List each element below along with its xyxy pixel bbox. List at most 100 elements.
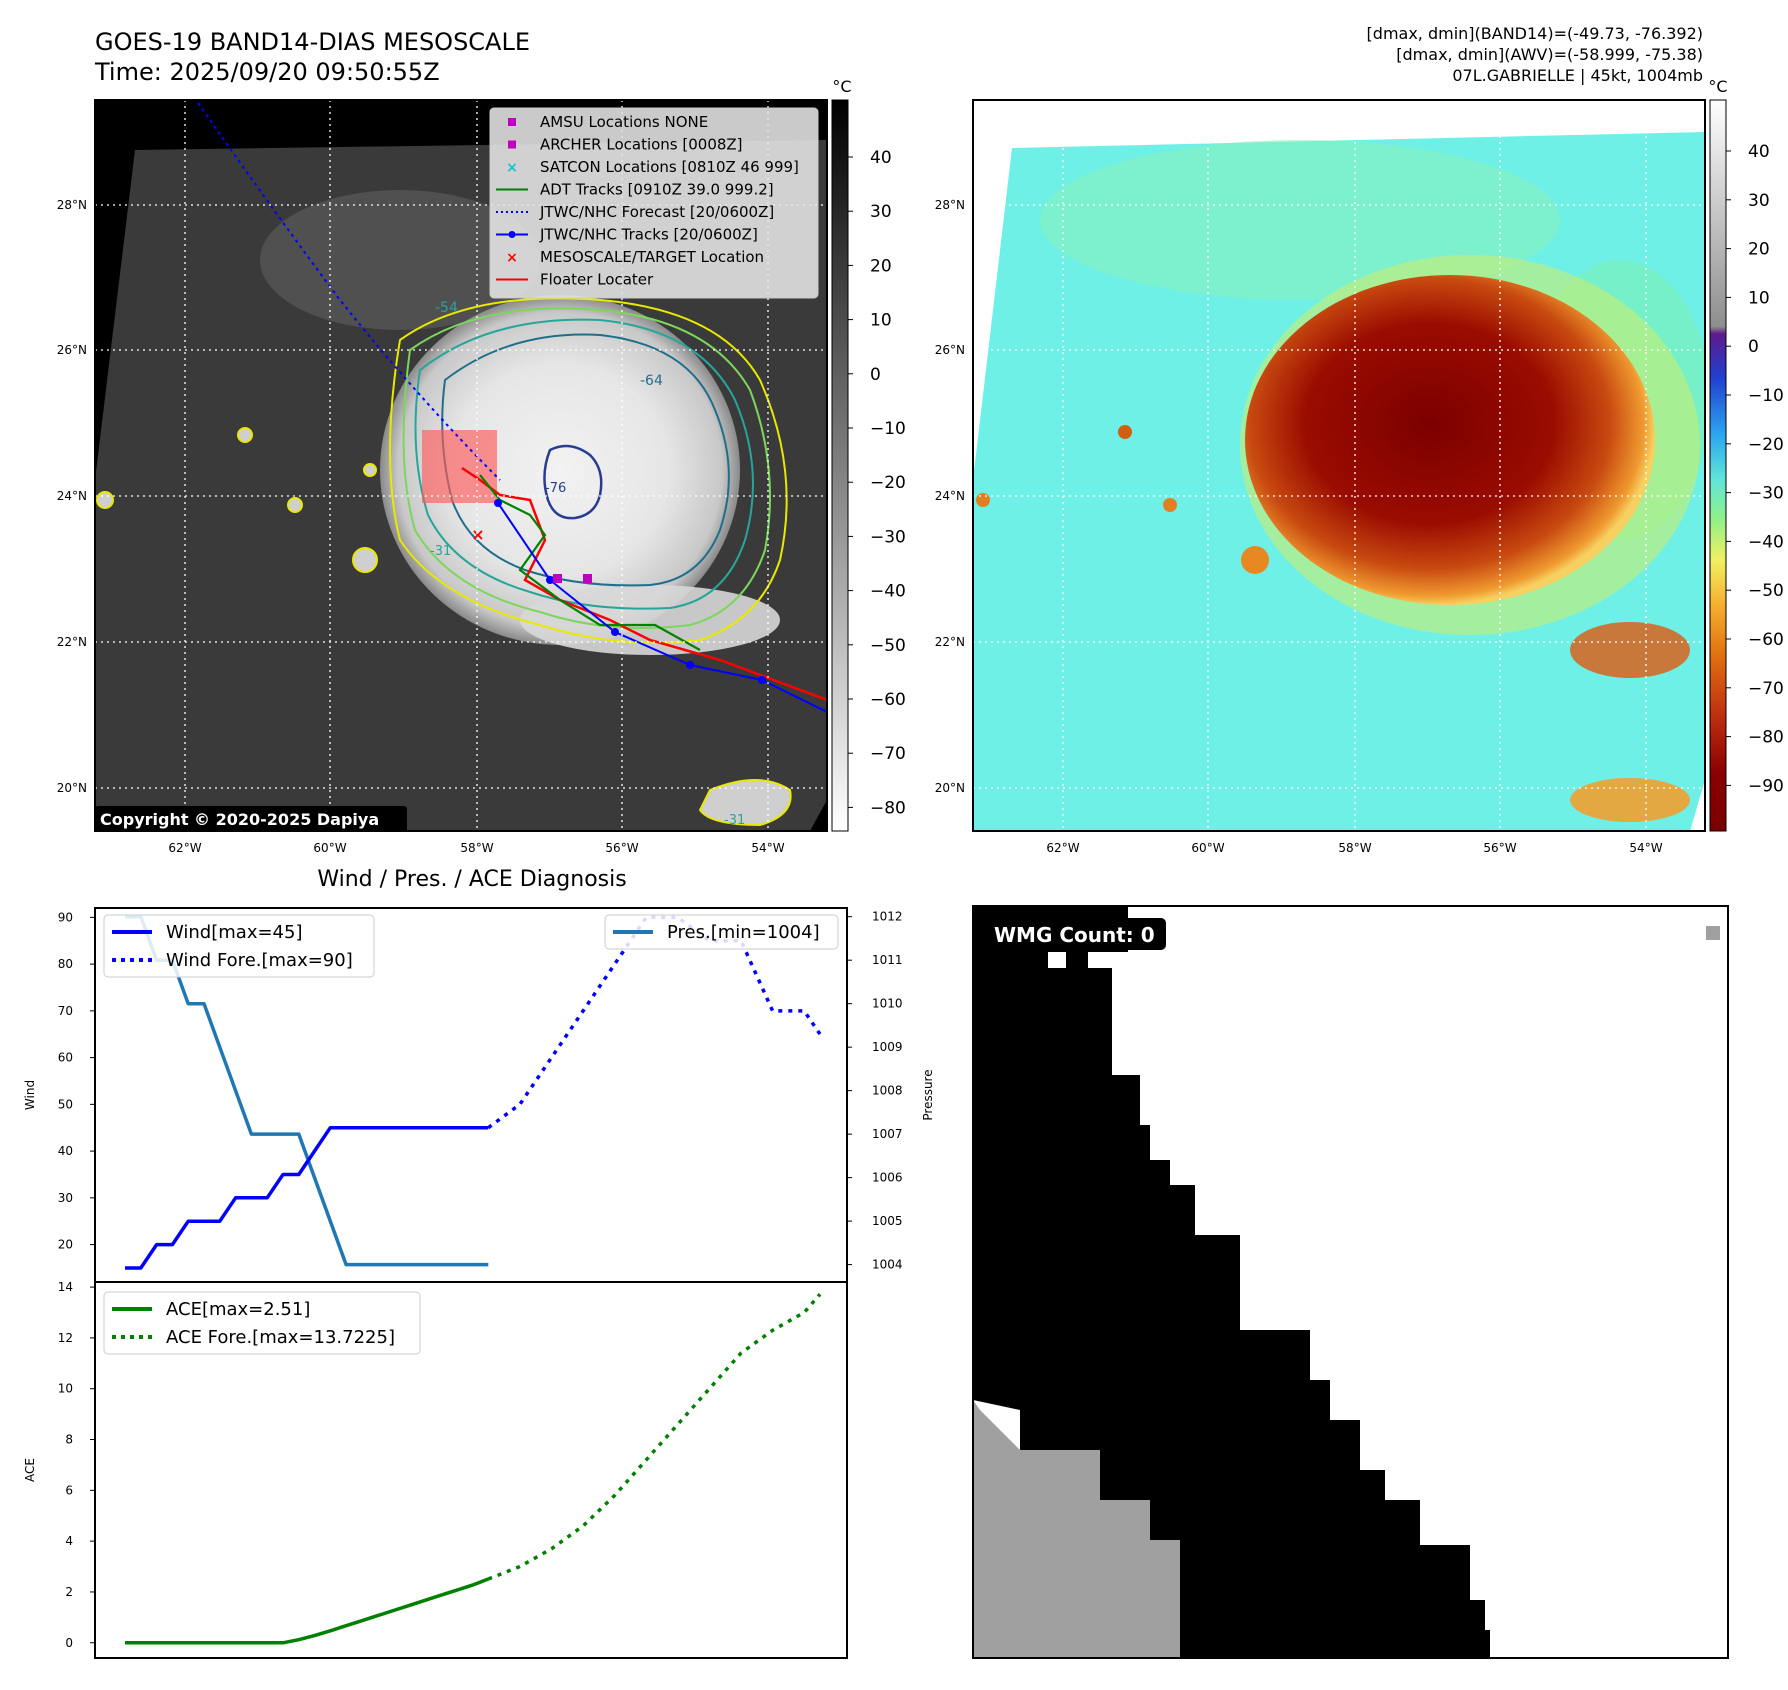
map-legend: AMSU Locations NONE ARCHER Locations [000… [489, 107, 819, 299]
contour-green [402, 307, 771, 630]
y-tick-label-right: 1005 [872, 1214, 903, 1228]
copyright-box [95, 806, 407, 832]
y-tick-label-right: 1006 [872, 1171, 903, 1185]
wind-legend-right: Pres.[min=1004] [604, 914, 839, 950]
lon-label: 60°W [313, 841, 346, 855]
lat-label: 26°N [57, 343, 87, 357]
wmg-panel-frame [972, 905, 1729, 1659]
legend-label: ARCHER Locations [0008Z] [540, 136, 743, 154]
wind-legend-box [103, 914, 375, 978]
convective-cell [363, 463, 377, 477]
colorbar-tick-label: 20 [870, 256, 892, 276]
cloud-cell [976, 493, 990, 507]
legend-wind-label: Wind[max=45] [166, 922, 303, 943]
lat-label: 22°N [57, 635, 87, 649]
archer-marker [553, 574, 562, 583]
colorbar-tick-label: 30 [870, 202, 892, 222]
colorbar-tick-label: −50 [870, 636, 906, 656]
cloud-band-upper [260, 190, 540, 330]
legend-marker-square [508, 140, 516, 149]
jtwc-point [546, 576, 554, 584]
colorbar-tick-label: 0 [870, 365, 881, 385]
storm-cold-cloud [380, 295, 740, 645]
ace-chart: ACE 0 2 4 6 8 10 12 14 ACE[max=2.51] ACE Fore.[… [23, 1280, 848, 1659]
lon-label: 54°W [1629, 841, 1662, 855]
ir-map-frame [94, 99, 828, 832]
colorbar-tick-label: 40 [1748, 142, 1770, 162]
legend-pres-label: Pres.[min=1004] [667, 922, 820, 943]
wmg-panel: WMG Count: 0 [972, 905, 1729, 1659]
colorbar-tick-label: 20 [1748, 240, 1770, 260]
figure-time: Time: 2025/09/20 09:50:55Z [94, 58, 440, 86]
colorbar-tick-label: −20 [870, 473, 906, 493]
colorbar-tick-label: −60 [1748, 630, 1784, 650]
convective-cell [237, 427, 253, 443]
jtwc-point [494, 499, 502, 507]
colorbar-tick-label: −80 [870, 798, 906, 818]
y-tick-label: 90 [58, 910, 73, 924]
y-tick-label-right: 1008 [872, 1084, 903, 1098]
ir-colorbar [831, 99, 849, 832]
mesoscale-target-marker: × [471, 525, 484, 544]
copyright-text: Copyright © 2020-2025 Dapiya [100, 810, 379, 829]
lat-label: 24°N [935, 489, 965, 503]
legend-label: SATCON Locations [0810Z 46 999] [540, 158, 799, 176]
colorbar-tick-label: −90 [1748, 776, 1784, 796]
y-tick-label: 10 [58, 1382, 73, 1396]
y-tick-label: 12 [58, 1331, 73, 1345]
contour-teal-outer [414, 318, 754, 610]
series-line [125, 1577, 489, 1645]
legend-ace-label: ACE[max=2.51] [166, 1299, 310, 1320]
convective-cell [96, 491, 114, 509]
lon-label: 62°W [168, 841, 201, 855]
series-line [125, 914, 489, 1267]
y-tick-label: 70 [58, 1004, 73, 1018]
colorbar-tick-label: −10 [870, 419, 906, 439]
legend-marker-x: × [506, 250, 518, 266]
colorbar-tick-label: −10 [1748, 386, 1784, 406]
legend-label: JTWC/NHC Forecast [20/0600Z] [539, 203, 774, 221]
colorbar-tick-label: 10 [870, 311, 892, 331]
lon-label: 60°W [1191, 841, 1224, 855]
ir-map-panel: × -54 -64 -76 -31 -31 Copyright © 2020-2… [57, 77, 906, 855]
colorbar-tick-label: −20 [1748, 435, 1784, 455]
forecast-track [197, 102, 501, 481]
y-tick-label-right: 1010 [872, 997, 903, 1011]
lon-label: 56°W [1483, 841, 1516, 855]
colorbar-tick-label: −60 [870, 690, 906, 710]
colorbar-tick-label: −70 [870, 744, 906, 764]
lat-label: 20°N [935, 781, 965, 795]
colorbar-tick-label: −30 [870, 527, 906, 547]
colorbar-tick-label: −80 [1748, 728, 1784, 748]
colorbar-tick-label: 0 [1748, 337, 1759, 357]
colorbar-tick-label: −40 [870, 582, 906, 602]
colorbar-tick-label: −50 [1748, 581, 1784, 601]
y-tick-label: 20 [58, 1238, 73, 1252]
pressure-ylabel: Pressure [921, 1069, 935, 1120]
legend-marker-dot [508, 231, 516, 238]
contour-label: -76 [545, 481, 566, 496]
ace-ylabel: ACE [23, 1458, 37, 1482]
contour-label: -64 [640, 373, 663, 389]
cloud-cell [1163, 498, 1177, 512]
jtwc-point [686, 661, 694, 669]
colorbar-tick-label: −40 [1748, 532, 1784, 552]
archer-marker [583, 574, 592, 583]
color-map-panel: 28°N 26°N 24°N 22°N 20°N 62°W 60°W 58°W 56°W 54°W… [935, 77, 1784, 855]
series-line [125, 1125, 489, 1270]
cloud-tail-east [1570, 622, 1690, 678]
figure-title: GOES-19 BAND14-DIAS MESOSCALE [95, 28, 530, 56]
wind-pressure-chart: Wind / Pres. / ACE Diagnosis Wind Pressu… [23, 867, 935, 1283]
lat-label: 28°N [935, 198, 965, 212]
colorbar-tick-label: 40 [870, 148, 892, 168]
adt-track [479, 474, 701, 651]
colorbar-tick-label: −70 [1748, 679, 1784, 699]
wmg-count-label: WMG Count: 0 [994, 923, 1155, 947]
legend-ace-fore-label: ACE Fore.[max=13.7225] [166, 1327, 395, 1348]
storm-cold-core [1245, 275, 1655, 605]
colorbar-tick-label: 10 [1748, 288, 1770, 308]
lon-label: 62°W [1046, 841, 1079, 855]
lon-label: 56°W [605, 841, 638, 855]
y-tick-label: 6 [65, 1483, 73, 1497]
wmg-count-box [986, 918, 1166, 950]
